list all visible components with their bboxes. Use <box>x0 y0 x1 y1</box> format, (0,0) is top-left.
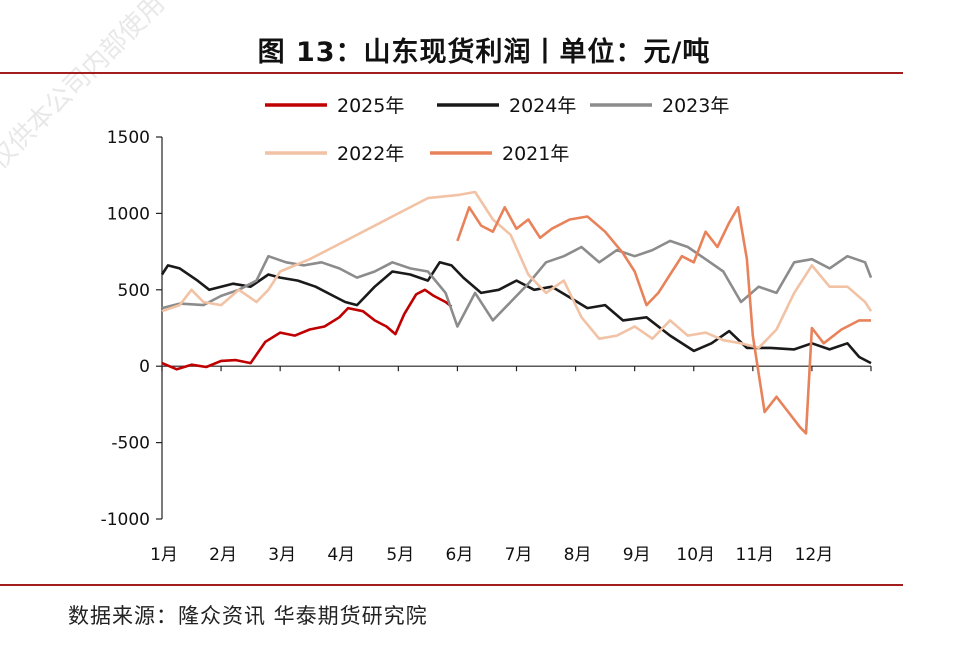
legend-label: 2021年 <box>502 143 569 165</box>
legend-label: 2024年 <box>509 95 576 117</box>
x-tick-label: 11月 <box>736 545 775 565</box>
legend-label: 2022年 <box>337 143 404 165</box>
bottom-divider <box>0 584 903 586</box>
y-tick-label: 1000 <box>107 204 150 224</box>
x-tick-label: 5月 <box>386 545 414 565</box>
legend-label: 2025年 <box>337 95 404 117</box>
x-tick-label: 9月 <box>623 545 651 565</box>
y-tick-label: -1000 <box>101 510 150 530</box>
series-line-2025年 <box>161 288 453 371</box>
chart-title: 图 13：山东现货利润丨单位：元/吨 <box>257 37 711 68</box>
legend-label: 2023年 <box>662 95 729 117</box>
x-tick-label: 1月 <box>150 545 178 565</box>
x-tick-label: 12月 <box>795 545 834 565</box>
y-tick-label: 1500 <box>107 128 150 148</box>
x-tick-label: 10月 <box>676 545 715 565</box>
source-note: 数据来源：隆众资讯 华泰期货研究院 <box>68 604 428 628</box>
series-line-2022年 <box>161 190 873 350</box>
x-tick-label: 4月 <box>327 545 355 565</box>
x-tick-label: 6月 <box>446 545 474 565</box>
top-divider <box>0 72 903 74</box>
y-tick-label: -500 <box>111 434 150 454</box>
y-tick-label: 0 <box>139 357 150 377</box>
series-line-2024年 <box>160 261 872 365</box>
x-tick-label: 8月 <box>564 545 592 565</box>
series-line-2021年 <box>456 206 871 435</box>
y-tick-label: 500 <box>118 281 150 301</box>
x-tick-label: 7月 <box>505 545 533 565</box>
x-tick-label: 2月 <box>209 545 237 565</box>
x-tick-label: 3月 <box>268 545 296 565</box>
series-line-2023年 <box>161 239 873 328</box>
